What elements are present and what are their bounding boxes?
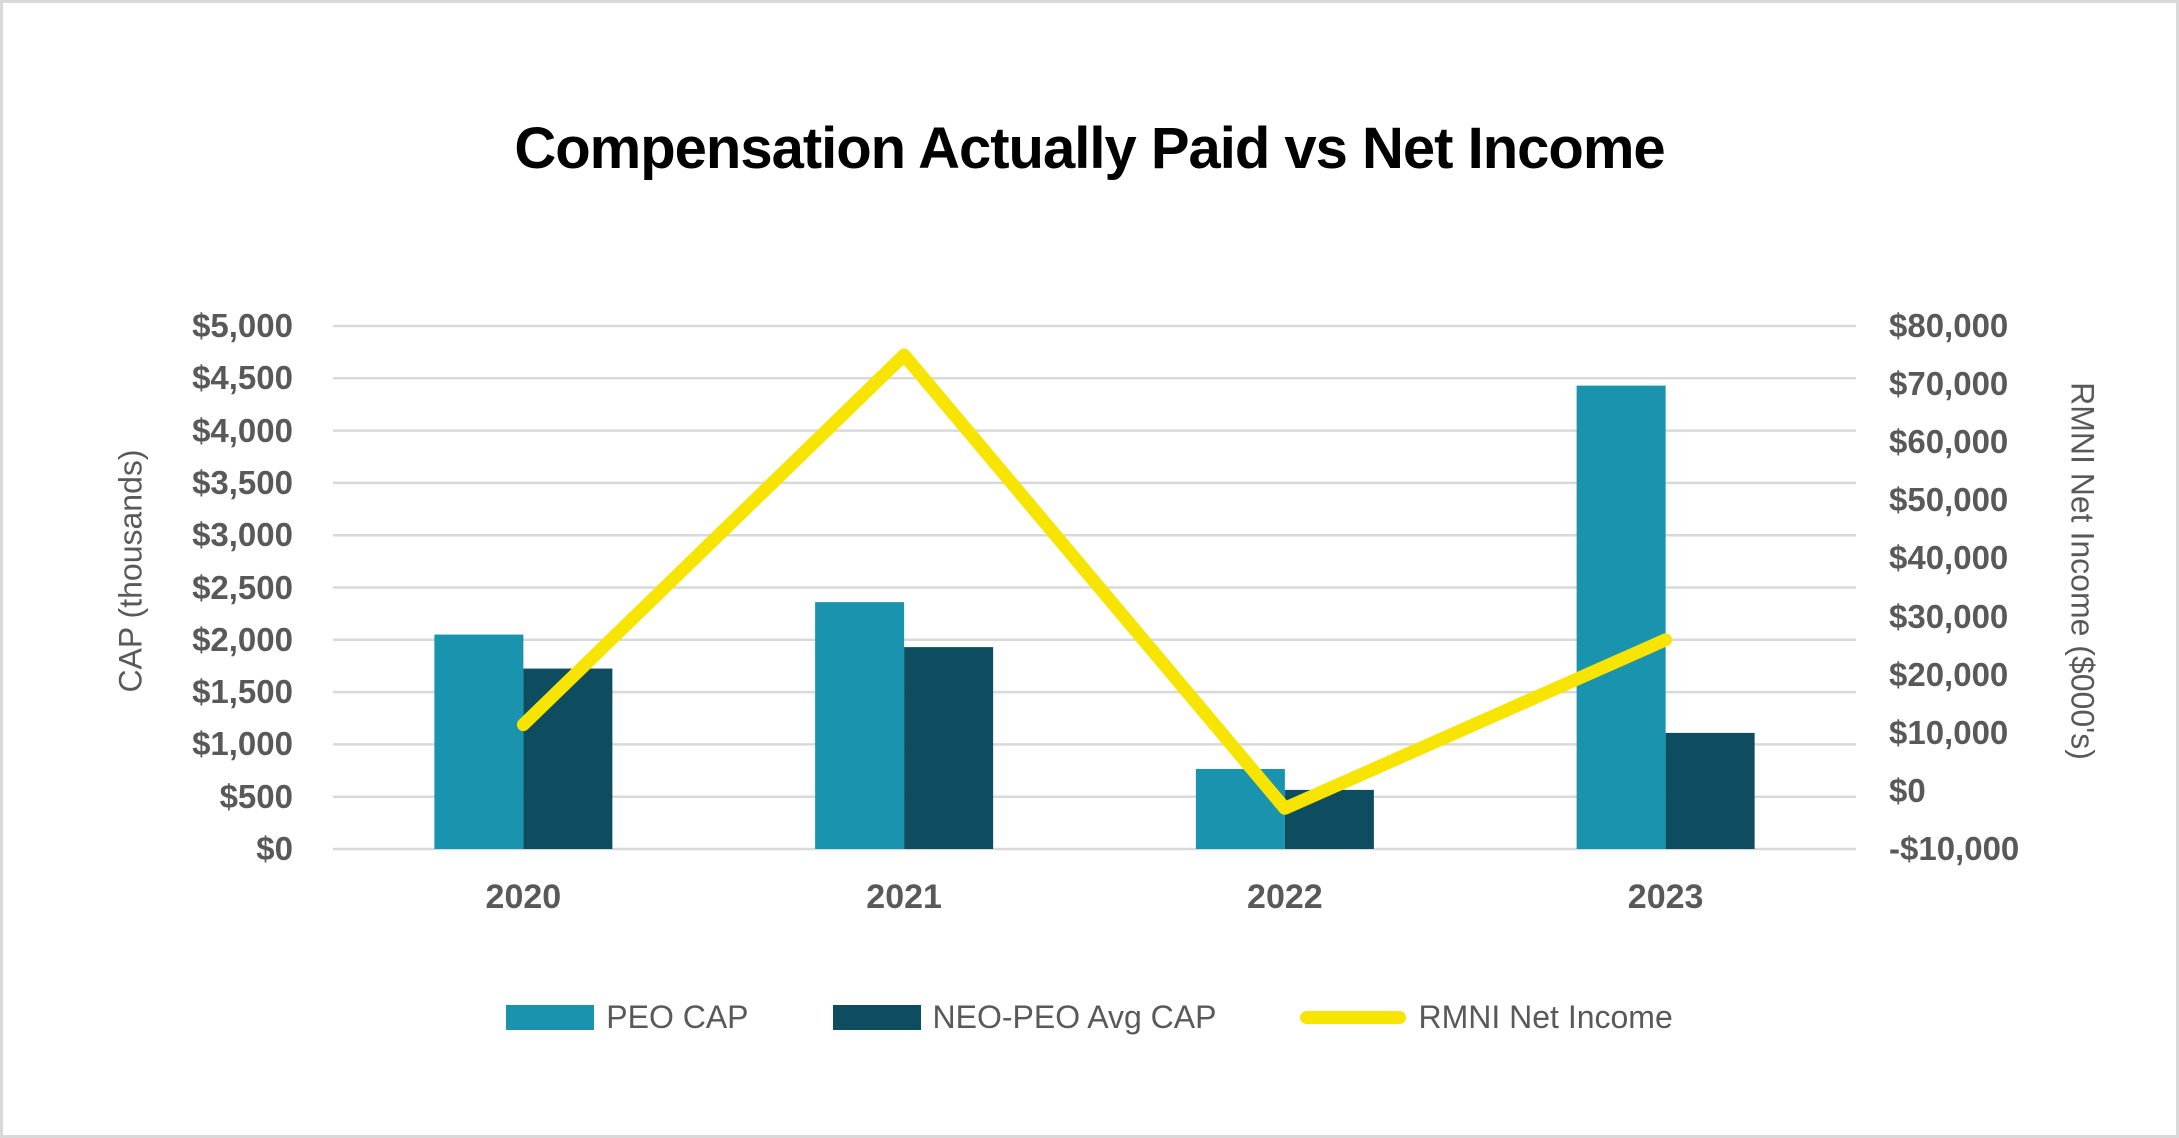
legend-item-rmni-net-income: RMNI Net Income — [1300, 999, 1673, 1036]
left-tick-label: $5,000 — [192, 307, 293, 344]
left-tick-label: $3,000 — [192, 516, 293, 554]
bar-peo-cap-2021 — [815, 602, 905, 849]
left-tick-label: $2,500 — [192, 568, 293, 606]
right-tick-label: $10,000 — [1889, 713, 2009, 751]
left-tick-label: $3,500 — [192, 463, 293, 501]
legend-item-peo-cap: PEO CAP — [506, 999, 749, 1036]
right-tick-label: $70,000 — [1889, 365, 2009, 403]
bar-peo-cap-2022 — [1195, 768, 1285, 849]
rmni-net-income-line-swatch-icon — [1300, 1011, 1407, 1024]
legend-label: RMNI Net Income — [1418, 999, 1673, 1035]
right-tick-label: $60,000 — [1889, 423, 2009, 461]
peo-cap-swatch-icon — [506, 1005, 595, 1030]
category-label-2023: 2023 — [1627, 878, 1704, 916]
category-label-2020: 2020 — [485, 878, 562, 916]
left-tick-label: $0 — [256, 830, 293, 867]
right-tick-label: $30,000 — [1889, 597, 2009, 635]
left-tick-label: $1,500 — [192, 673, 293, 711]
right-tick-label: $40,000 — [1889, 539, 2009, 577]
left-tick-label: $1,000 — [192, 725, 293, 763]
bar-neo-peo-avg-cap-2023 — [1665, 732, 1755, 849]
left-tick-label: $500 — [219, 777, 293, 815]
category-label-2021: 2021 — [866, 878, 942, 916]
bar-neo-peo-avg-cap-2020 — [523, 668, 613, 849]
category-label-2022: 2022 — [1247, 878, 1323, 916]
right-tick-label: -$10,000 — [1889, 830, 2020, 867]
right-tick-label: $80,000 — [1889, 307, 2009, 344]
bar-peo-cap-2023 — [1576, 385, 1666, 849]
right-tick-label: $0 — [1889, 771, 1926, 809]
left-tick-label: $4,500 — [192, 359, 293, 397]
plot-area — [333, 324, 1856, 851]
legend-label: NEO-PEO Avg CAP — [932, 999, 1217, 1035]
bar-neo-peo-avg-cap-2021 — [904, 647, 994, 849]
left-tick-label: $2,000 — [192, 620, 293, 658]
neo-peo-avg-cap-swatch-icon — [832, 1005, 921, 1030]
legend-item-neo-peo-avg-cap: NEO-PEO Avg CAP — [832, 999, 1217, 1036]
legend: PEO CAP NEO-PEO Avg CAP RMNI Net Income — [3, 999, 2176, 1036]
chart-title: Compensation Actually Paid vs Net Income — [514, 116, 1665, 181]
legend-label: PEO CAP — [606, 999, 749, 1035]
right-tick-label: $20,000 — [1889, 655, 2009, 693]
left-tick-label: $4,000 — [192, 411, 293, 449]
bar-peo-cap-2020 — [434, 634, 524, 849]
right-tick-label: $50,000 — [1889, 481, 2009, 519]
rmni-net-income-line — [516, 348, 1673, 815]
